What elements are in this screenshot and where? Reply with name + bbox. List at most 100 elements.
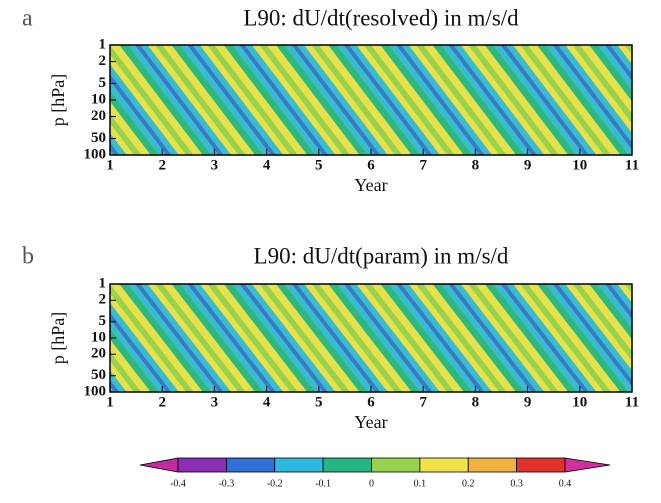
x-tick-label: 10 <box>572 394 587 410</box>
field-band <box>557 284 632 380</box>
field-band <box>453 284 545 392</box>
field-band <box>604 284 632 320</box>
field-band <box>432 284 525 392</box>
field-band <box>284 284 376 392</box>
field-band <box>536 284 629 392</box>
field-band <box>110 54 187 155</box>
field-band <box>187 284 276 392</box>
x-tick-label: 7 <box>419 394 427 410</box>
colorbar-segment <box>322 457 372 473</box>
field-band <box>110 123 135 155</box>
field-band <box>328 284 421 392</box>
field-band <box>304 45 396 155</box>
field-band <box>275 284 368 392</box>
field-band <box>657 45 661 155</box>
field-band <box>380 45 473 155</box>
x-tick-label: 11 <box>625 394 639 410</box>
field-band <box>440 45 532 155</box>
y-tick-label: 50 <box>91 130 106 146</box>
field-band <box>408 284 500 392</box>
field-band <box>604 45 632 81</box>
field-band <box>244 45 336 155</box>
field-band <box>291 284 381 392</box>
colorbar-tick-label: 0.4 <box>559 478 572 489</box>
field-band <box>318 45 412 155</box>
field-band <box>110 302 179 392</box>
colorbar-tick-label: 0.2 <box>462 478 475 489</box>
field-band <box>110 73 172 155</box>
field-band <box>610 284 632 313</box>
contour-field <box>110 45 661 155</box>
field-band <box>110 360 135 392</box>
colorbar-end <box>139 457 179 473</box>
field-band <box>266 45 360 155</box>
field-band <box>565 284 632 371</box>
y-tick-label: 10 <box>91 91 106 107</box>
y-tick-label: 2 <box>99 53 107 69</box>
field-band <box>328 45 421 155</box>
field-band <box>232 45 323 155</box>
field-band <box>505 45 597 155</box>
field-band <box>171 45 264 155</box>
field-band <box>251 45 343 155</box>
x-tick-label: 10 <box>572 157 587 173</box>
field-band <box>239 284 329 392</box>
y-tick-label: 100 <box>84 383 107 399</box>
field-band <box>223 284 316 392</box>
field-band <box>388 284 480 392</box>
field-band <box>565 45 632 134</box>
field-band <box>232 284 323 392</box>
colorbar-tick-label: -0.1 <box>315 478 331 489</box>
field-band <box>304 284 396 392</box>
field-band <box>239 45 329 155</box>
colorbar-tick-label: -0.4 <box>170 478 186 489</box>
field-band <box>597 284 632 329</box>
field-band <box>500 284 590 392</box>
field-band <box>140 45 232 155</box>
field-band <box>127 284 219 392</box>
field-band <box>617 45 632 65</box>
field-band <box>579 284 632 352</box>
field-band <box>401 284 493 392</box>
field-band <box>536 45 629 155</box>
x-tick-label: 4 <box>263 394 271 410</box>
field-band <box>199 284 291 392</box>
field-band <box>617 284 632 303</box>
y-tick-label: 100 <box>84 146 107 162</box>
field-band <box>460 284 552 392</box>
field-band <box>527 45 621 155</box>
x-tick-label: 5 <box>315 157 323 173</box>
x-tick-label: 9 <box>524 157 532 173</box>
colorbar-segment <box>274 457 324 473</box>
field-band <box>275 45 368 155</box>
y-tick-label: 1 <box>99 275 107 291</box>
colorbar-tick-label: 0 <box>369 478 374 489</box>
field-band <box>296 45 388 155</box>
y-tick-label: 1 <box>99 36 107 52</box>
x-tick-label: 11 <box>625 157 639 173</box>
field-band <box>147 45 239 155</box>
field-band <box>448 284 537 392</box>
field-band <box>500 45 590 155</box>
x-tick-label: 3 <box>211 157 219 173</box>
field-band <box>147 284 239 392</box>
field-band <box>579 45 632 114</box>
field-band <box>162 284 256 392</box>
y-tick-label: 50 <box>91 367 106 383</box>
field-band <box>266 284 360 392</box>
x-tick-label: 8 <box>472 157 480 173</box>
field-band <box>356 284 448 392</box>
x-tick-label: 8 <box>472 394 480 410</box>
field-band <box>179 284 271 392</box>
field-band <box>632 284 661 392</box>
x-tick-label: 5 <box>315 394 323 410</box>
field-band <box>110 379 120 392</box>
y-tick-label: 2 <box>99 292 107 308</box>
field-band <box>475 45 569 155</box>
field-band <box>214 284 308 392</box>
colorbar-tick-label: -0.2 <box>267 478 283 489</box>
field-band <box>214 45 308 155</box>
field-band <box>343 45 433 155</box>
field-band <box>505 284 597 392</box>
field-band <box>460 45 552 155</box>
